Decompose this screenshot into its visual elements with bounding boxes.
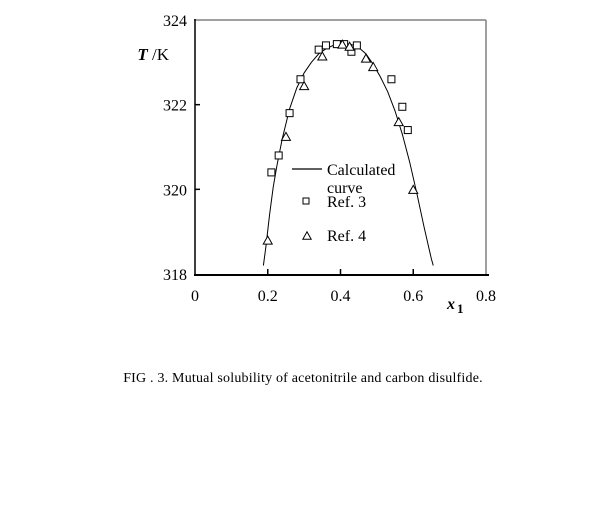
x-tick-label: 0.2 [258,288,278,305]
ref4-marker [367,61,379,72]
ref3-marker [285,109,294,118]
legend-ref4-label: Ref. 4 [327,228,366,245]
figure-caption: FIG . 3. Mutual solubility of acetonitri… [123,371,483,386]
ref4-marker [407,184,419,194]
ref3-marker [321,41,330,50]
ref3-marker [267,168,276,177]
y-tick-label: 322 [163,98,187,115]
legend-label-calculated: Calculated [327,162,395,179]
ref3-marker [387,75,396,84]
ref3-marker [398,102,407,111]
ref4-marker [336,39,348,49]
legend-square-marker [302,197,310,205]
ref3-marker [403,126,412,135]
ref4-marker [393,116,405,127]
ref3-marker [314,45,323,54]
solubility-chart: 0 0.2 0.4 0.6 0.8 318 320 322 324 T /K x 1 Calculate… [137,13,496,316]
ref3-marker [274,151,283,160]
ref4-marker [316,50,328,61]
ref4-marker [344,41,355,51]
x-tick-label: 0.8 [476,288,496,305]
ref3-marker [296,75,305,84]
x-tick-label: 0.4 [331,288,351,305]
y-tick-label: 320 [163,182,187,199]
ref4-marker [280,131,292,141]
ref4-marker [360,53,372,63]
y-axis-title: T /K [137,45,169,64]
y-tick-label: 324 [163,13,187,30]
ref4-marker [298,80,310,91]
x-tick-label: 0 [191,288,199,305]
legend-triangle-marker [301,230,313,240]
legend-ref3-label: Ref. 3 [327,194,366,211]
y-tick-label: 318 [163,267,187,284]
ref4-marker [262,235,274,245]
x-tick-label: 0.6 [403,288,423,305]
legend-label-curve: curve [327,180,363,197]
ref3-marker [352,41,361,50]
